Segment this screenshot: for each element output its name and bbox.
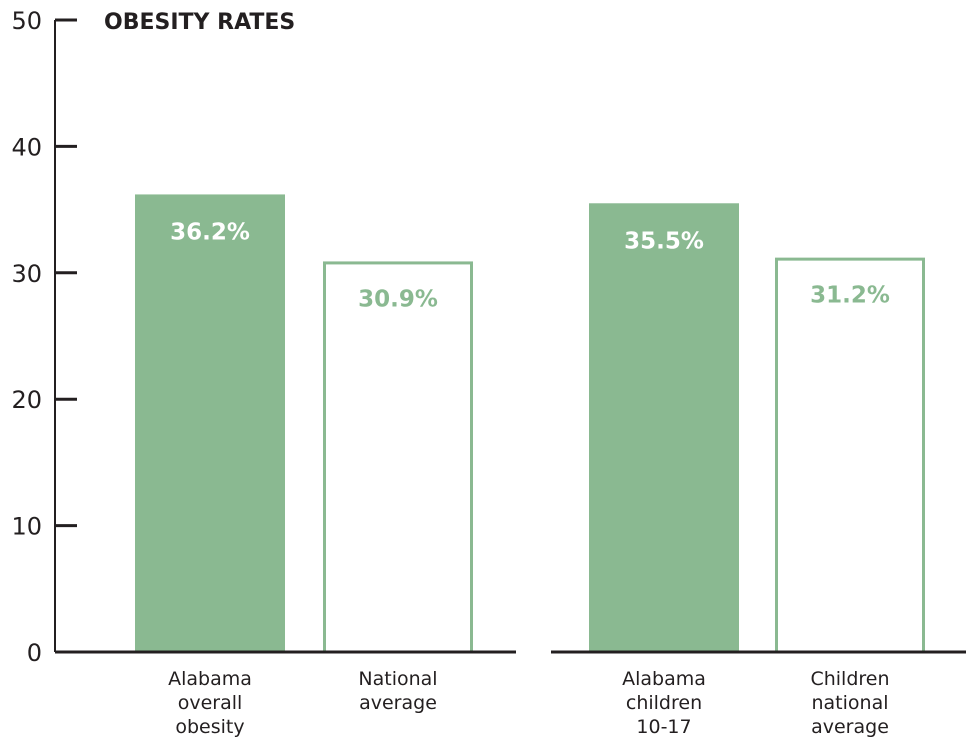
chart-title: OBESITY RATES [104,10,295,35]
category-label-line: National [358,668,437,690]
y-tick-label: 30 [11,260,42,288]
category-label-line: obesity [175,716,244,738]
y-tick-label: 20 [11,386,42,414]
category-label-line: 10-17 [636,716,691,738]
category-label-line: national [811,692,888,714]
y-tick-label: 50 [11,7,42,35]
bar [589,203,739,652]
category-label-line: average [359,692,437,714]
category-label-line: Children [810,668,889,690]
category-label: Alabama children 10-17 [622,668,706,738]
bar-value-label: 36.2% [170,219,250,245]
category-label-line: average [811,716,889,738]
category-label-line: children [626,692,702,714]
y-tick-label: 0 [27,639,42,667]
bar [323,261,473,654]
y-tick-label: 10 [11,513,42,541]
bar [135,194,285,652]
category-label: Alabama overall obesity [168,668,252,738]
category-label: National average [358,668,437,714]
bar-value-label: 35.5% [624,228,704,254]
category-label-line: Alabama [622,668,706,690]
bar [775,257,925,654]
y-tick-label: 40 [11,133,42,161]
category-label-line: Alabama [168,668,252,690]
category-label-line: overall [178,692,243,714]
bar-value-label: 30.9% [358,286,438,312]
category-label: Children national average [810,668,889,738]
y-axis: 0 10 20 30 40 50 [11,7,77,667]
bar-value-label: 31.2% [810,283,890,309]
